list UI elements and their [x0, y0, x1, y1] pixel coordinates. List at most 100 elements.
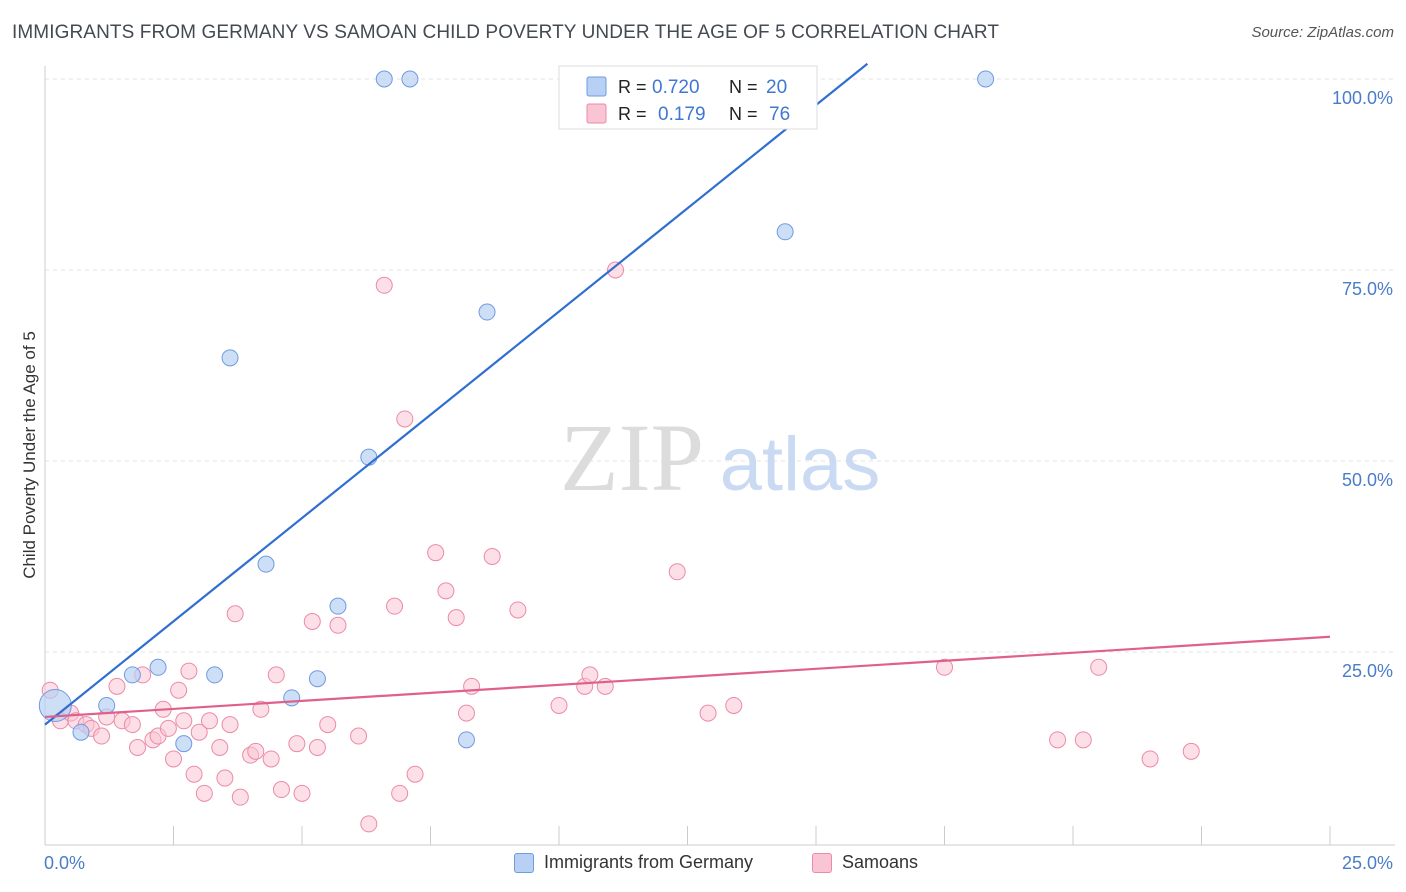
- legend-label-samoans: Samoans: [842, 852, 919, 872]
- samoan-point: [1182, 742, 1200, 760]
- legend-item-germany: Immigrants from Germany: [514, 852, 753, 873]
- trend-line-samoans: [44, 635, 1331, 719]
- germany-point: [221, 349, 239, 367]
- samoan-point: [375, 276, 393, 294]
- bottom-legend: Immigrants from Germany Samoans: [0, 852, 1406, 878]
- samoan-point: [123, 716, 141, 734]
- samoan-point: [221, 716, 239, 734]
- samoan-point: [581, 666, 599, 684]
- legend-label-germany: Immigrants from Germany: [544, 852, 754, 872]
- samoan-point: [159, 719, 177, 737]
- samoan-point: [231, 788, 249, 806]
- samoan-point: [509, 601, 527, 619]
- germany-point: [72, 723, 90, 741]
- samoan-point: [252, 700, 270, 718]
- samoan-point: [447, 609, 465, 627]
- samoan-point: [180, 662, 198, 680]
- samoan-point: [216, 769, 234, 787]
- tick-labels: 25.0% 50.0% 75.0% 100.0% 0.0% 25.0%: [44, 88, 1393, 873]
- samoan-point: [386, 597, 404, 615]
- samoan-point: [360, 815, 378, 833]
- samoan-point: [319, 716, 337, 734]
- y-tick-label-2: 75.0%: [1342, 279, 1393, 299]
- samoan-point: [190, 723, 208, 741]
- germany-points: [38, 70, 995, 753]
- samoan-point: [668, 563, 686, 581]
- samoan-point: [427, 544, 445, 562]
- samoan-point: [293, 784, 311, 802]
- x-tick-label-0: 0.0%: [44, 853, 85, 873]
- germany-point: [123, 666, 141, 684]
- samoan-point: [200, 712, 218, 730]
- legend-r-value-1: 0.720: [652, 77, 700, 98]
- samoan-point: [699, 704, 717, 722]
- legend-n-value-1: 20: [766, 77, 787, 98]
- samoan-point: [936, 658, 953, 676]
- samoan-point: [725, 696, 743, 714]
- germany-point: [360, 448, 378, 466]
- legend-n-label-2: N =: [729, 104, 758, 124]
- watermark-zip: ZIP: [560, 404, 704, 511]
- samoan-point: [93, 727, 111, 745]
- germany-point: [375, 70, 393, 88]
- samoan-point: [483, 548, 501, 565]
- swatch-samoans: [812, 852, 832, 873]
- samoan-point: [247, 742, 265, 760]
- samoan-point: [308, 739, 326, 756]
- germany-point: [478, 303, 496, 321]
- legend-item-samoans: Samoans: [812, 852, 918, 873]
- chart-title: IMMIGRANTS FROM GERMANY VS SAMOAN CHILD …: [12, 22, 1000, 43]
- samoan-point: [391, 784, 409, 802]
- germany-point: [175, 735, 193, 753]
- samoan-point: [607, 261, 625, 279]
- samoan-point: [463, 677, 481, 695]
- samoan-point: [185, 765, 203, 783]
- germany-point: [206, 666, 224, 684]
- samoan-point: [170, 681, 188, 699]
- samoan-point: [396, 410, 414, 428]
- samoan-point: [437, 582, 455, 600]
- legend-r-label-2: R =: [618, 104, 647, 124]
- legend-n-label-1: N =: [729, 77, 758, 97]
- grid: [45, 78, 1395, 653]
- samoan-point: [267, 666, 285, 684]
- germany-point: [38, 688, 72, 722]
- germany-point: [329, 597, 347, 615]
- legend-box: R = 0.720 N = 20 R = 0.179 N = 76: [558, 65, 818, 130]
- samoan-point: [550, 696, 568, 714]
- samoan-point: [457, 704, 475, 722]
- samoan-point: [303, 612, 321, 630]
- x-tick-label-1: 25.0%: [1342, 853, 1393, 873]
- germany-point: [776, 223, 794, 241]
- samoan-point: [195, 784, 213, 802]
- germany-point: [149, 658, 167, 676]
- legend-r-value-2: 0.179: [658, 104, 706, 125]
- samoan-point: [1074, 731, 1092, 749]
- trend-line-germany: [44, 62, 869, 726]
- samoan-point: [226, 605, 244, 623]
- samoan-points: [41, 261, 1200, 833]
- legend-n-value-2: 76: [769, 104, 790, 125]
- y-tick-label-0: 25.0%: [1342, 661, 1393, 681]
- samoan-point: [211, 739, 229, 756]
- samoan-point: [165, 750, 182, 768]
- samoan-point: [1049, 731, 1067, 749]
- germany-point: [283, 689, 301, 707]
- germany-point: [457, 731, 475, 749]
- germany-point: [977, 70, 995, 88]
- legend-r-label-1: R =: [618, 77, 647, 97]
- trend-lines: [44, 62, 1331, 726]
- samoan-point: [262, 750, 280, 768]
- germany-point: [308, 670, 326, 688]
- germany-point: [257, 555, 275, 573]
- y-tick-label-3: 100.0%: [1332, 88, 1393, 108]
- samoan-point: [288, 735, 306, 753]
- samoan-point: [129, 739, 147, 756]
- legend-swatch-germany: [586, 76, 607, 97]
- germany-point: [401, 70, 419, 88]
- samoan-point: [350, 727, 368, 745]
- samoan-point: [175, 712, 193, 730]
- watermark: ZIP atlas: [560, 404, 880, 511]
- watermark-atlas: atlas: [720, 422, 881, 507]
